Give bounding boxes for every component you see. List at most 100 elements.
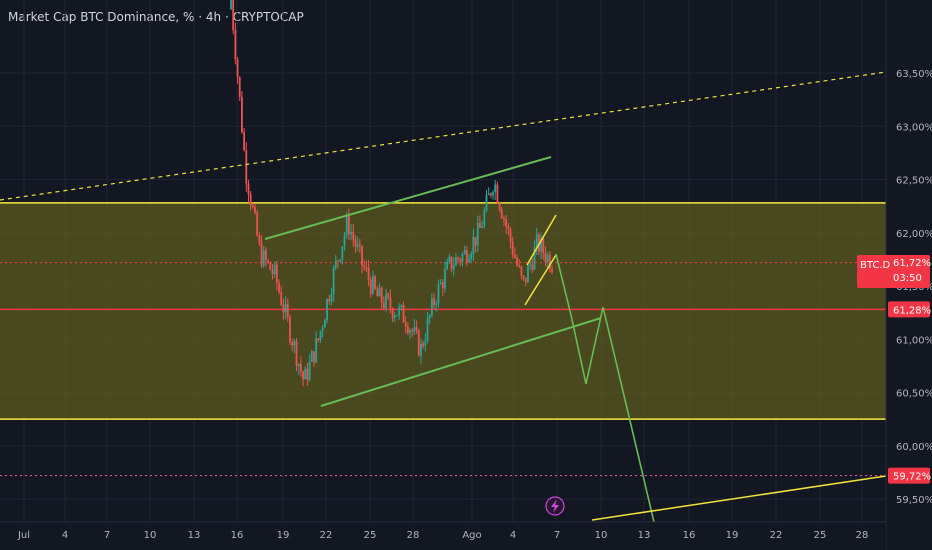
candle-body — [245, 150, 248, 184]
candle-body — [247, 183, 250, 195]
candle-body — [385, 293, 387, 308]
candle-body — [284, 303, 287, 313]
candle-body — [302, 371, 304, 380]
time-tick-label: 22 — [320, 530, 333, 541]
candle-body — [468, 259, 470, 263]
candle-body — [293, 341, 296, 346]
candle-body — [439, 282, 442, 284]
candle-body — [496, 184, 499, 203]
candle-body — [398, 307, 401, 316]
candle-body — [348, 216, 350, 235]
time-axis[interactable]: Jul 4 7 10 13 16 19 22 25 28 Ago 4 7 10 13 16 19 22 25 28 — [0, 521, 886, 550]
price-tick-label: 59,50% — [896, 495, 932, 506]
candle-body — [505, 219, 508, 227]
candle-body — [507, 226, 510, 230]
candle-body — [352, 231, 355, 240]
price-tick-label: 62,00% — [896, 229, 932, 240]
candle-body — [269, 262, 272, 270]
candle-body — [409, 330, 411, 333]
candle-body — [328, 298, 331, 302]
candle-body — [372, 276, 374, 294]
candle-body — [500, 209, 503, 219]
candle-body — [295, 341, 298, 367]
candle-body — [254, 207, 256, 213]
candle-body — [389, 297, 392, 309]
candle-body — [479, 223, 481, 228]
time-tick-label: 16 — [231, 530, 244, 541]
candle-body — [426, 318, 429, 341]
candle-body — [474, 237, 477, 246]
candle-body — [323, 319, 326, 328]
candle-body — [483, 210, 486, 226]
red-level-tag-background — [888, 301, 930, 318]
candle-body — [319, 330, 322, 340]
candle-body — [286, 303, 289, 318]
flag-upper-line — [526, 214, 557, 266]
candle-body — [544, 253, 547, 262]
candle-body — [415, 327, 418, 331]
candle-body — [332, 267, 335, 295]
candle-body — [402, 305, 405, 323]
candle-body — [529, 264, 532, 266]
candle-body — [492, 192, 494, 196]
time-axis-background — [0, 522, 886, 550]
candle-body — [430, 298, 433, 315]
candle-body — [380, 287, 383, 303]
time-tick-label: Ago — [462, 530, 481, 541]
time-tick-label: 19 — [726, 530, 739, 541]
chart-title: Market Cap BTC Dominance, % · 4h · CRYPT… — [8, 10, 304, 24]
candle-body — [321, 327, 324, 331]
price-tick-label: 60,50% — [896, 389, 932, 400]
candle-body — [291, 341, 294, 346]
time-tick-label: Jul — [17, 530, 30, 541]
candle-body — [520, 266, 523, 276]
time-tick-label: 13 — [188, 530, 201, 541]
candle-body — [326, 298, 328, 320]
candle-body — [230, 0, 232, 10]
candle-body — [280, 292, 283, 306]
price-tick-label: 60,00% — [896, 442, 932, 453]
candle-body — [376, 288, 379, 297]
candle-body — [396, 315, 398, 317]
candle-body — [448, 256, 451, 263]
time-tick-label: 7 — [104, 530, 110, 541]
candle-body — [503, 218, 505, 220]
candle-body — [513, 254, 516, 258]
time-tick-label: 13 — [638, 530, 651, 541]
candle-body — [516, 257, 518, 266]
candle-body — [435, 303, 438, 305]
price-tick-label: 63,00% — [896, 122, 932, 133]
candle-body — [531, 264, 534, 270]
candle-body — [282, 305, 285, 313]
pink-level-price-label: 59,72% — [893, 472, 931, 483]
candle-body — [461, 253, 464, 262]
candle-body — [382, 302, 385, 308]
candle-body — [378, 287, 381, 297]
candle-body — [470, 253, 473, 260]
time-tick-label: 4 — [510, 530, 516, 541]
candle-body — [238, 77, 241, 97]
upper-dashed-trendline — [0, 71, 887, 201]
candle-body — [406, 326, 409, 333]
red-level-price-label: 61,28% — [893, 305, 931, 316]
symbol-tag-label: BTC.D — [860, 260, 891, 271]
candle-body — [334, 260, 337, 268]
candle-body — [273, 264, 276, 275]
candle-body — [446, 262, 449, 270]
candle-body — [465, 249, 468, 263]
candle-body — [343, 235, 346, 247]
candle-body — [444, 269, 446, 289]
candle-body — [265, 250, 267, 261]
candle-body — [289, 317, 291, 342]
last-price-tag-background — [857, 255, 930, 288]
candle-body — [489, 193, 492, 196]
candle-body — [393, 315, 396, 318]
lightning-icon[interactable] — [545, 496, 565, 516]
candle-body — [450, 256, 453, 270]
candle-body — [533, 247, 536, 270]
time-tick-label: 4 — [62, 530, 68, 541]
candle-body — [367, 267, 370, 280]
candle-body — [476, 223, 479, 246]
candle-body — [363, 265, 366, 268]
